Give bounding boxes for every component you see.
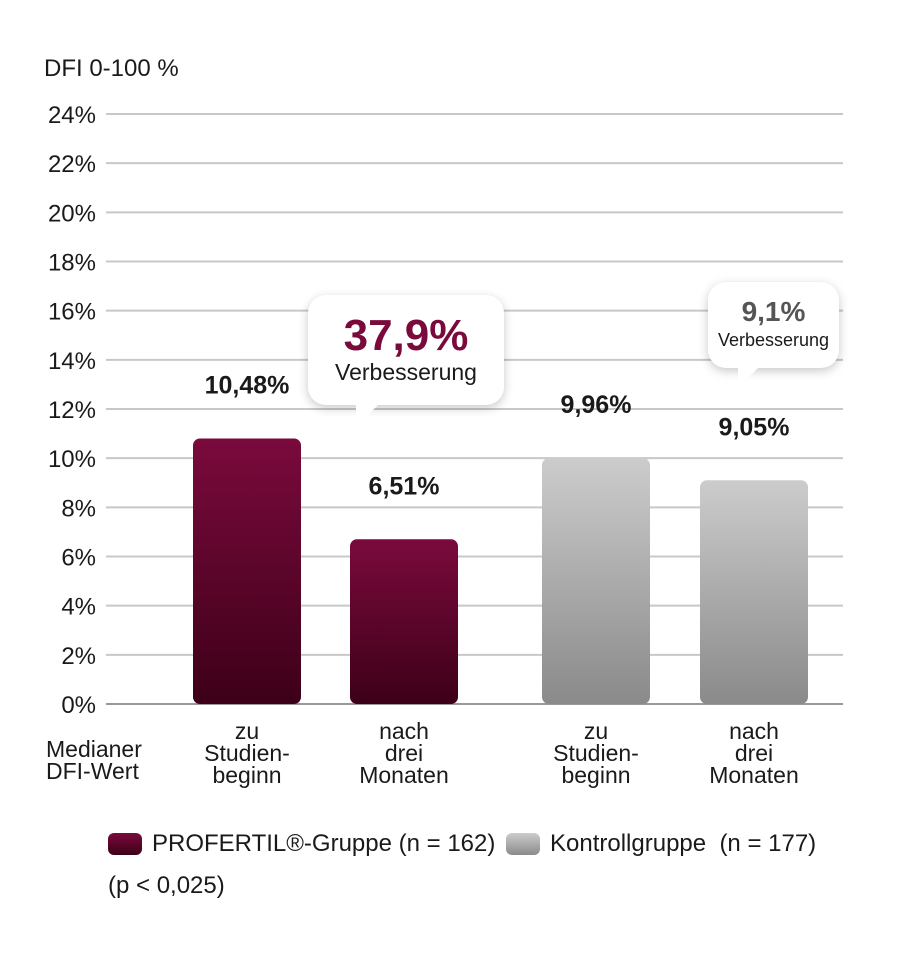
category-label-3-line-1: zu <box>583 718 609 744</box>
category-label-4-line-3: Monaten <box>709 762 799 788</box>
category-label-3-line-2: Studien- <box>553 740 639 766</box>
callout-kontroll-value: 9,1% <box>741 296 806 327</box>
category-label-1-line-3: beginn <box>212 762 282 788</box>
data-label: 6,51% <box>369 472 440 500</box>
callout-profertil-tail <box>356 401 382 427</box>
y-tick-label: 24% <box>48 102 96 129</box>
category-label-1-line-1: zu <box>234 718 260 744</box>
y-tick-label: 12% <box>48 397 96 424</box>
bar <box>542 458 650 704</box>
row-label-line-2: DFI-Wert <box>46 758 139 784</box>
bar <box>700 480 808 704</box>
category-label-2: nach drei Monaten <box>339 718 469 788</box>
row-label-line-1: Medianer <box>46 736 142 762</box>
category-label-3: zu Studien- beginn <box>531 718 661 788</box>
y-tick-label: 18% <box>48 250 96 277</box>
bar <box>193 438 301 704</box>
category-label-1-line-2: Studien- <box>204 740 290 766</box>
legend-swatch-profertil <box>108 833 142 855</box>
callout-profertil-value: 37,9% <box>343 311 469 360</box>
y-tick-label: 4% <box>61 594 96 621</box>
category-label-4: nach drei Monaten <box>689 718 819 788</box>
row-label: Medianer DFI-Wert <box>46 736 142 784</box>
y-tick-label: 10% <box>48 446 96 473</box>
y-tick-label: 2% <box>61 643 96 670</box>
category-label-1: zu Studien- beginn <box>182 718 312 788</box>
y-tick-label: 14% <box>48 348 96 375</box>
y-axis-title: DFI 0-100 % <box>44 55 179 82</box>
y-tick-label: 6% <box>61 545 96 572</box>
y-tick-label: 20% <box>48 200 96 227</box>
y-tick-label: 8% <box>61 495 96 522</box>
significance-note: (p < 0,025) <box>108 872 225 899</box>
callout-kontroll-text: Verbesserung <box>717 330 830 350</box>
callout-profertil-text: Verbesserung <box>335 359 477 385</box>
legend-label-profertil: PROFERTIL®-Gruppe (n = 162) <box>152 830 496 857</box>
data-label: 9,05% <box>719 413 790 441</box>
callout-kontroll-tail <box>738 366 760 388</box>
bar <box>350 539 458 704</box>
callout-kontroll: 9,1% Verbesserung <box>708 282 839 388</box>
category-label-4-line-2: drei <box>734 740 774 766</box>
y-tick-label: 22% <box>48 151 96 178</box>
data-label: 9,96% <box>561 391 632 419</box>
legend-item-kontroll: Kontrollgruppe (n = 177) <box>506 830 816 858</box>
callout-profertil: 37,9% Verbesserung <box>308 295 504 427</box>
y-tick-label: 0% <box>61 692 96 719</box>
legend-item-profertil: PROFERTIL®-Gruppe (n = 162) <box>108 830 495 858</box>
category-label-2-line-2: drei <box>384 740 424 766</box>
data-label: 10,48% <box>205 372 290 400</box>
legend-swatch-kontroll <box>506 833 540 855</box>
category-label-2-line-3: Monaten <box>359 762 449 788</box>
category-label-4-line-1: nach <box>729 718 779 744</box>
category-label-3-line-3: beginn <box>561 762 631 788</box>
y-tick-label: 16% <box>48 299 96 326</box>
legend-label-kontroll: Kontrollgruppe (n = 177) <box>550 830 817 857</box>
category-label-2-line-1: nach <box>379 718 429 744</box>
